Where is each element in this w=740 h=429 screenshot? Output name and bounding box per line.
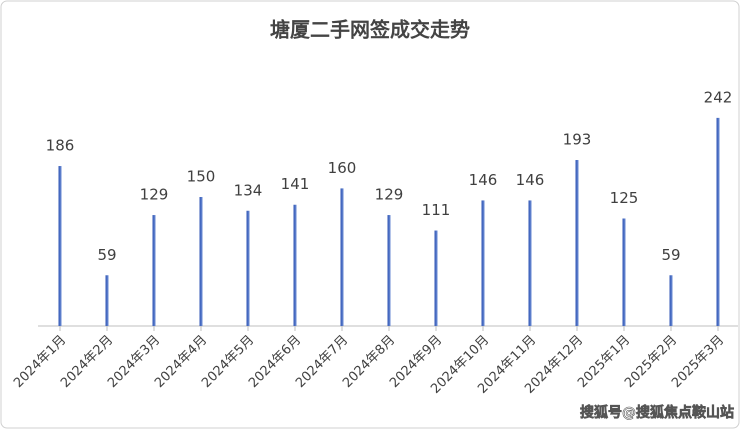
data-label: 160	[328, 159, 357, 177]
bar	[199, 197, 203, 326]
bar	[481, 200, 485, 326]
data-label: 146	[469, 171, 498, 189]
data-label: 186	[46, 137, 75, 155]
bar	[58, 166, 62, 326]
bar	[340, 188, 344, 326]
bar	[387, 215, 391, 326]
data-label: 193	[563, 131, 592, 149]
data-label: 125	[610, 189, 639, 207]
data-label: 129	[375, 186, 404, 204]
data-label: 111	[422, 201, 451, 219]
bar	[105, 275, 109, 326]
bar	[622, 218, 626, 326]
bar	[152, 215, 156, 326]
data-label: 150	[187, 168, 216, 186]
data-label: 141	[281, 175, 310, 193]
data-label: 146	[516, 171, 545, 189]
watermark: 搜狐号@搜狐焦点鞍山站	[580, 404, 734, 421]
data-label: 59	[661, 246, 680, 264]
data-label: 242	[704, 88, 733, 106]
bar	[575, 160, 579, 326]
bar	[246, 210, 250, 326]
data-label: 134	[234, 181, 263, 199]
bar	[434, 230, 438, 326]
bar	[669, 275, 673, 326]
bar	[293, 204, 297, 326]
data-label: 59	[97, 246, 116, 264]
data-label: 129	[140, 186, 169, 204]
chart-title: 塘厦二手网签成交走势	[270, 18, 470, 42]
bar	[528, 200, 532, 326]
bar	[716, 117, 720, 326]
